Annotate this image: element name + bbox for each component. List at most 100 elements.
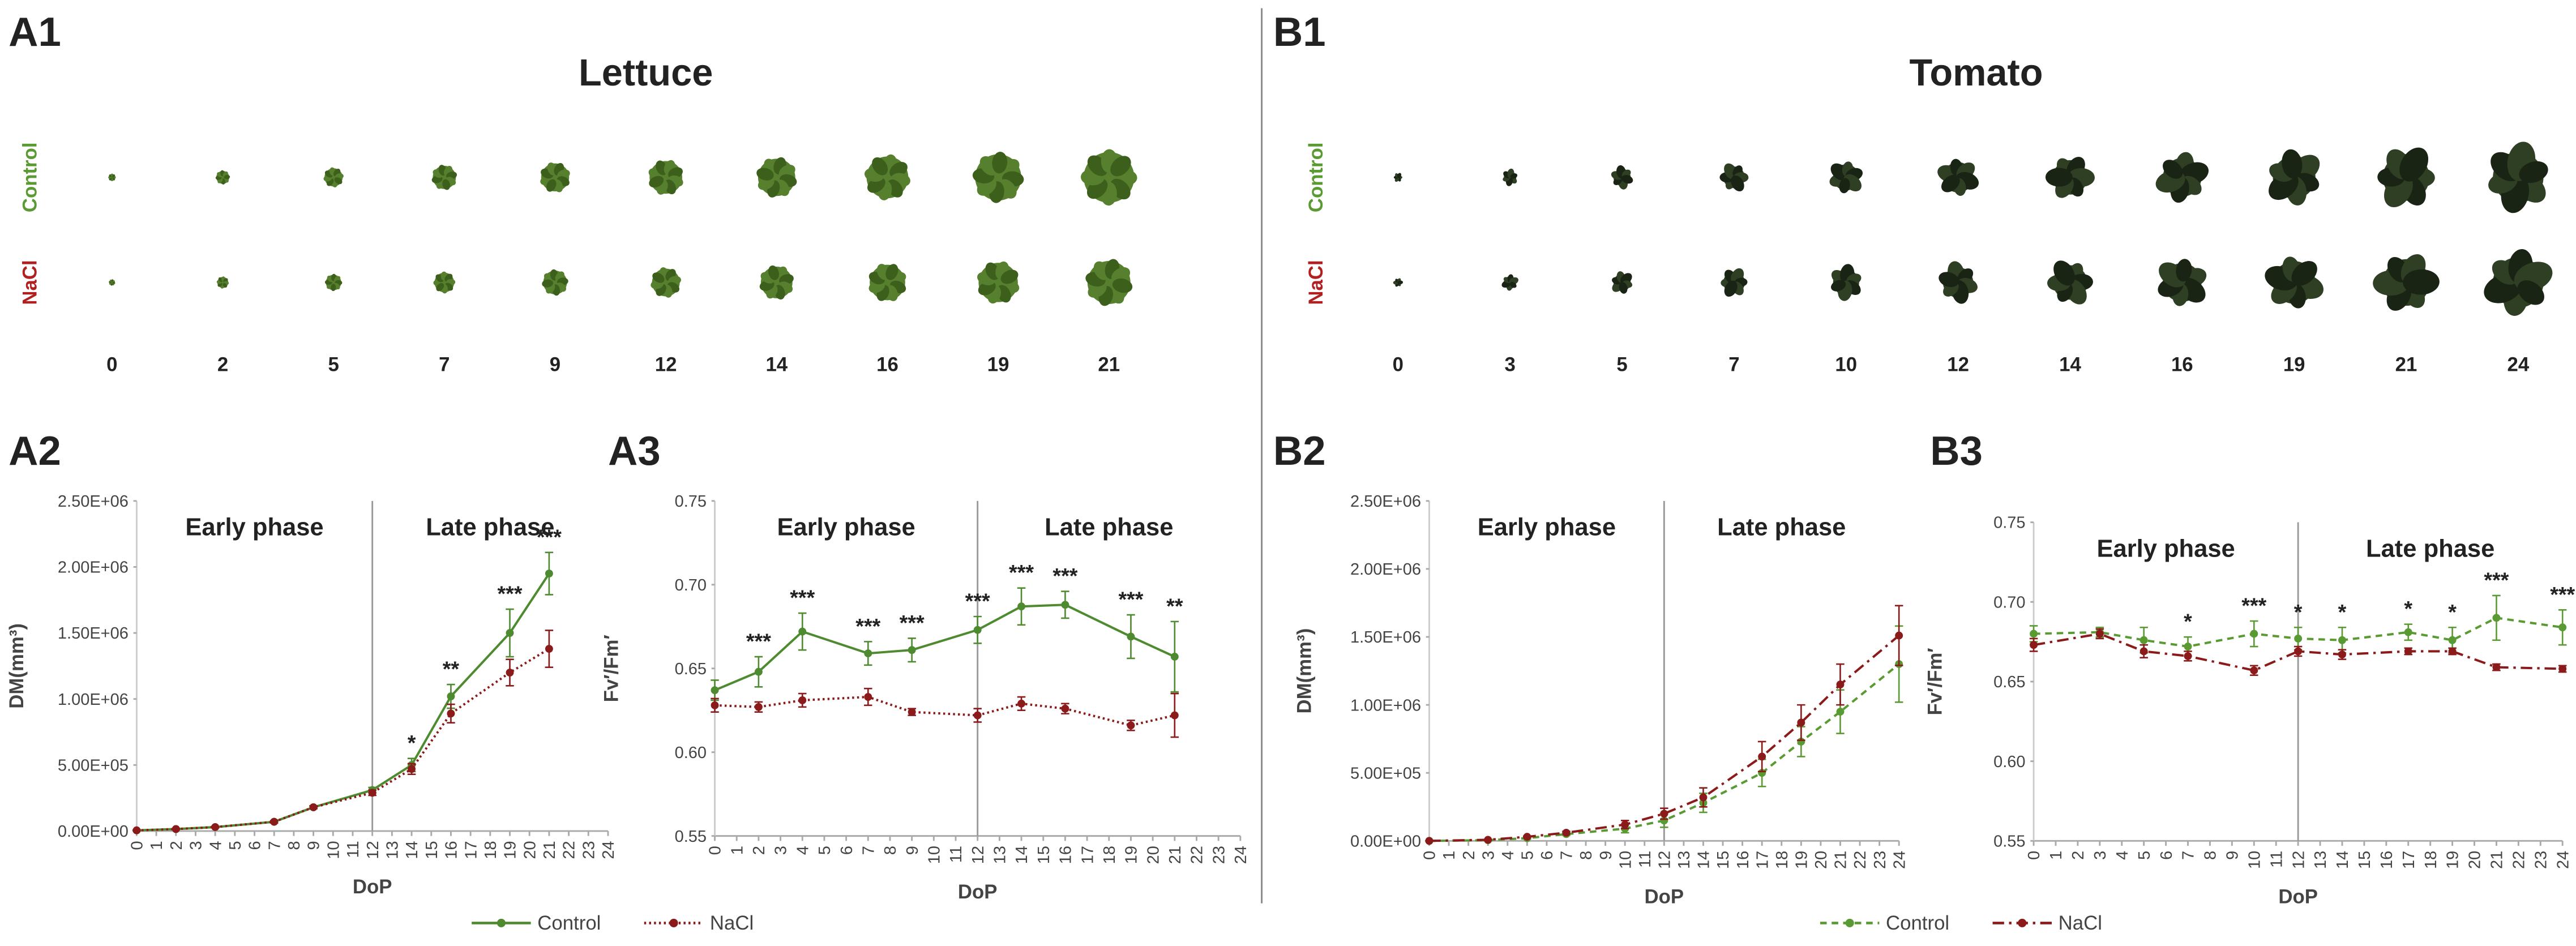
x-tick-label: 4 (1499, 851, 1517, 860)
plant-leaf (112, 174, 115, 178)
day-label: 12 (1947, 354, 1969, 376)
x-tick-label: 19 (1123, 846, 1141, 864)
x-tick-label: 22 (2510, 851, 2528, 869)
x-tick-label: 1 (148, 841, 166, 850)
panel-title: Lettuce (579, 52, 713, 94)
phase-label: Late phase (1717, 514, 1846, 541)
data-point (172, 825, 180, 833)
data-point (2139, 636, 2148, 644)
x-tick-label: 19 (2444, 851, 2462, 869)
plant-leaf (2517, 280, 2544, 305)
plant-leaf (1088, 281, 1107, 298)
x-tick-label: 2 (168, 841, 186, 850)
y-tick-label: 2.00E+06 (58, 559, 129, 577)
x-tick-label: 19 (1792, 851, 1811, 869)
data-point (1621, 820, 1629, 829)
data-point (2030, 630, 2038, 638)
day-label: 24 (2507, 354, 2530, 376)
plant-leaf (778, 164, 795, 178)
x-tick-label: 10 (324, 841, 343, 859)
phase-label: Late phase (2366, 535, 2494, 562)
x-tick-label: 1 (1440, 851, 1458, 860)
significance: *** (1118, 588, 1143, 611)
day-label: 2 (217, 354, 228, 376)
x-tick-label: 9 (1597, 851, 1615, 860)
significance: *** (855, 614, 880, 638)
plant-leaf (756, 168, 774, 181)
plant-leaf (1510, 281, 1517, 288)
significance: *** (2550, 583, 2575, 606)
data-point (1836, 680, 1845, 689)
data-point (908, 708, 916, 716)
x-tick-label: 23 (1871, 851, 1889, 869)
plant-leaf (1510, 173, 1518, 179)
x-tick-label: 17 (1753, 851, 1771, 869)
x-tick-label: 13 (1675, 851, 1693, 869)
x-tick-label: 23 (1210, 846, 1228, 864)
plant-leaf (442, 179, 451, 190)
data-point (1127, 632, 1135, 641)
plant-leaf (1619, 282, 1628, 294)
x-tick-label: 14 (1695, 851, 1713, 869)
x-tick-label: 10 (1616, 851, 1634, 869)
data-point (1523, 833, 1531, 841)
x-tick-label: 17 (1079, 846, 1097, 864)
plant-leaf (1397, 173, 1402, 178)
plant-leaf (2291, 261, 2317, 286)
x-tick-label: 6 (2158, 851, 2176, 860)
panel-label: A3 (608, 428, 661, 474)
day-label: 19 (2283, 354, 2305, 376)
data-point (2404, 628, 2412, 636)
significance: ** (443, 657, 460, 681)
panel-label: B1 (1273, 9, 1326, 55)
y-tick-label: 1.50E+06 (58, 624, 129, 643)
data-point (711, 701, 719, 709)
significance: *** (790, 586, 815, 610)
y-tick-label: 1.00E+06 (58, 691, 129, 709)
x-tick-label: 16 (2378, 851, 2396, 869)
x-tick-label: 4 (794, 846, 812, 855)
data-point (545, 570, 553, 578)
y-tick-label: 2.00E+06 (1350, 560, 1421, 579)
x-tick-label: 23 (2532, 851, 2550, 869)
plant-leaf (1941, 174, 1960, 192)
x-tick-label: 4 (207, 841, 225, 850)
phase-label: Early phase (777, 514, 915, 541)
data-point (973, 711, 982, 720)
y-tick-label: 0.55 (675, 828, 707, 846)
plant-leaf (2403, 269, 2440, 295)
x-tick-label: 4 (2113, 851, 2132, 860)
y-axis-label: DM(mm³) (1294, 628, 1316, 714)
y-tick-label: 0.55 (1993, 832, 2025, 850)
x-tick-label: 11 (344, 841, 362, 858)
data-point (1836, 708, 1845, 716)
series-line (136, 648, 550, 832)
data-point (132, 826, 141, 834)
day-label: 9 (550, 354, 560, 376)
y-tick-label: 0.75 (675, 493, 707, 511)
y-tick-label: 0.00E+00 (1350, 832, 1421, 850)
significance: *** (2241, 593, 2266, 617)
x-tick-label: 22 (560, 841, 579, 859)
legend-marker (669, 918, 678, 927)
x-tick-label: 15 (423, 841, 441, 859)
significance: * (408, 731, 416, 755)
data-point (2250, 666, 2258, 675)
day-label: 21 (1098, 354, 1120, 376)
x-tick-label: 9 (305, 841, 323, 850)
significance: *** (900, 611, 925, 635)
day-label: 21 (2395, 354, 2417, 376)
data-point (2492, 614, 2501, 622)
data-point (2448, 647, 2457, 656)
day-label: 14 (765, 354, 788, 376)
x-tick-label: 5 (226, 841, 245, 850)
significance: * (2448, 600, 2457, 624)
plant-leaf (1000, 269, 1019, 284)
plant-leaf (546, 179, 557, 192)
y-tick-label: 0.00E+00 (58, 823, 129, 841)
y-tick-label: 0.65 (1993, 673, 2025, 691)
plant-leaf (1731, 175, 1744, 192)
x-tick-label: 12 (1655, 851, 1674, 869)
panel-label: B3 (1930, 428, 1983, 474)
panel-label: B2 (1273, 428, 1326, 474)
